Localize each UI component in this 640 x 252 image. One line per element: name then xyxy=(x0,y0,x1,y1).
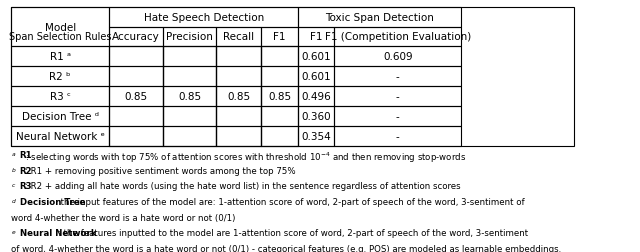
Text: 0.85: 0.85 xyxy=(125,92,148,102)
Text: R1 ᵃ: R1 ᵃ xyxy=(50,52,70,62)
Text: $^a$: $^a$ xyxy=(11,150,17,161)
Text: 0.360: 0.360 xyxy=(301,111,331,121)
Text: Toxic Span Detection: Toxic Span Detection xyxy=(325,13,434,22)
Text: F1: F1 xyxy=(273,32,286,42)
Text: : selecting words with top 75% of attention scores with threshold 10$^{-4}$ and : : selecting words with top 75% of attent… xyxy=(25,150,467,165)
Bar xyxy=(216,47,261,67)
Bar xyxy=(163,47,216,146)
Bar xyxy=(335,67,461,87)
Text: Hate Speech Detection: Hate Speech Detection xyxy=(143,13,264,22)
Bar xyxy=(109,47,163,67)
Bar xyxy=(298,8,461,27)
Text: of word, 4-whether the word is a hate word or not (0/1) - categorical features (: of word, 4-whether the word is a hate wo… xyxy=(11,244,561,252)
Text: R3 ᶜ: R3 ᶜ xyxy=(50,92,70,102)
Bar xyxy=(163,27,216,47)
Bar xyxy=(261,27,298,47)
Bar xyxy=(216,107,261,126)
Bar xyxy=(109,126,163,146)
Bar xyxy=(298,126,335,146)
Text: 0.85: 0.85 xyxy=(178,92,201,102)
Text: 0.601: 0.601 xyxy=(301,52,331,62)
Bar xyxy=(109,87,163,107)
Bar xyxy=(298,87,335,107)
Bar xyxy=(298,67,335,87)
Text: F1 (Competition Evaluation): F1 (Competition Evaluation) xyxy=(324,32,471,42)
Text: Accuracy: Accuracy xyxy=(112,32,160,42)
Bar xyxy=(163,87,216,107)
Text: $^c$: $^c$ xyxy=(11,181,17,193)
Bar xyxy=(109,107,163,126)
Bar xyxy=(216,27,261,47)
Text: R1: R1 xyxy=(19,150,32,159)
Text: -: - xyxy=(396,131,399,141)
Text: 0.601: 0.601 xyxy=(301,72,331,82)
Text: $^d$: $^d$ xyxy=(11,197,17,209)
Bar xyxy=(11,107,109,126)
Text: 0.609: 0.609 xyxy=(383,52,413,62)
Text: Neural Network: Neural Network xyxy=(19,228,96,237)
Text: $^b$: $^b$ xyxy=(11,166,17,178)
Bar xyxy=(109,67,163,87)
Text: R2: R2 xyxy=(19,166,32,175)
Bar xyxy=(335,27,461,47)
Bar xyxy=(261,126,298,146)
Bar xyxy=(11,47,109,67)
Bar xyxy=(163,126,216,146)
Text: : R2 + adding all hate words (using the hate word list) in the sentence regardle: : R2 + adding all hate words (using the … xyxy=(25,181,461,191)
Text: R2 ᵇ: R2 ᵇ xyxy=(49,72,71,82)
Bar xyxy=(109,8,298,27)
Bar xyxy=(216,47,261,146)
Bar xyxy=(335,87,461,107)
Text: 0.85: 0.85 xyxy=(227,92,250,102)
Bar xyxy=(261,47,298,67)
Bar xyxy=(335,107,461,126)
Bar xyxy=(11,67,109,87)
Text: 0.85: 0.85 xyxy=(268,92,291,102)
Bar xyxy=(216,67,261,87)
Bar xyxy=(261,87,298,107)
Bar xyxy=(163,107,216,126)
Text: : R1 + removing positive sentiment words among the top 75%: : R1 + removing positive sentiment words… xyxy=(25,166,296,175)
Text: -: - xyxy=(396,72,399,82)
Bar xyxy=(11,126,109,146)
Bar xyxy=(335,47,461,67)
Text: 0.354: 0.354 xyxy=(301,131,331,141)
Bar xyxy=(298,47,335,67)
Bar xyxy=(11,8,573,146)
Text: Neural Network ᵉ: Neural Network ᵉ xyxy=(15,131,104,141)
Text: Decision Tree ᵈ: Decision Tree ᵈ xyxy=(22,111,99,121)
Bar xyxy=(261,67,298,87)
Text: R3: R3 xyxy=(19,181,32,191)
Text: Span Selection Rules: Span Selection Rules xyxy=(9,32,111,42)
Bar xyxy=(298,27,335,47)
Text: -: - xyxy=(396,111,399,121)
Bar xyxy=(163,47,216,67)
Text: Precision: Precision xyxy=(166,32,213,42)
Text: F1: F1 xyxy=(310,32,323,42)
Bar xyxy=(261,107,298,126)
Text: -: - xyxy=(396,92,399,102)
Text: Decision Tree: Decision Tree xyxy=(19,197,85,206)
Text: word 4-whether the word is a hate word or not (0/1): word 4-whether the word is a hate word o… xyxy=(11,213,236,222)
Bar xyxy=(298,107,335,126)
Bar xyxy=(11,87,109,107)
Text: Model: Model xyxy=(45,22,76,33)
Bar xyxy=(335,126,461,146)
Text: Recall: Recall xyxy=(223,32,254,42)
Bar xyxy=(216,87,261,107)
Bar xyxy=(261,47,298,146)
Bar xyxy=(163,67,216,87)
Text: : the input features of the model are: 1-attention score of word, 2-part of spee: : the input features of the model are: 1… xyxy=(55,197,525,206)
Text: : the features inputted to the model are 1-attention score of word, 2-part of sp: : the features inputted to the model are… xyxy=(58,228,528,237)
Bar xyxy=(11,8,109,47)
Bar xyxy=(109,27,163,47)
Bar xyxy=(216,126,261,146)
Text: $^e$: $^e$ xyxy=(11,228,17,239)
Text: 0.496: 0.496 xyxy=(301,92,331,102)
Bar xyxy=(109,47,163,146)
